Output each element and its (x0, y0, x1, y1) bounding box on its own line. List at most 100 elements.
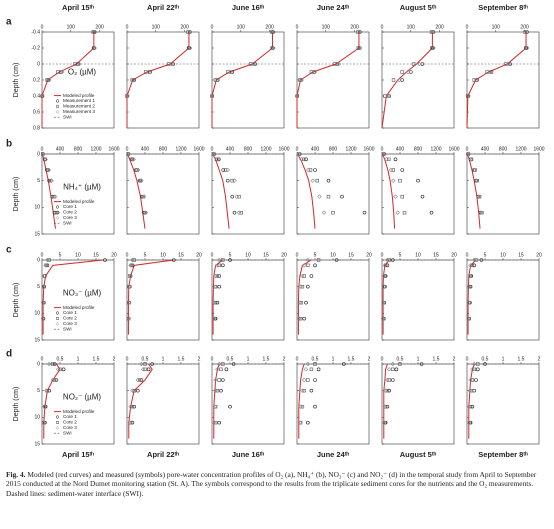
measurement-point (385, 404, 390, 409)
measurement-point (150, 362, 154, 366)
measurement-point (468, 377, 473, 383)
x-tick-label: 15 (433, 252, 439, 258)
measurement-point (508, 62, 513, 66)
x-tick-label: 2 (113, 356, 116, 362)
legend-symbol (56, 420, 59, 424)
x-tick-label: 100 (322, 24, 331, 30)
measurement-point (294, 93, 300, 99)
measurement-point (391, 367, 395, 372)
measurement-point (298, 316, 303, 321)
legend-label: Core 1 (63, 204, 77, 209)
legend-label: Core 1 (63, 310, 77, 315)
measurement-point (313, 378, 317, 382)
column-title: June 24ᵗʰ (317, 450, 350, 459)
measurement-point (46, 361, 52, 367)
measurement-point (137, 378, 142, 382)
row-letter: c (6, 245, 12, 256)
measurement-point (362, 210, 367, 215)
measurement-point (172, 258, 176, 262)
x-tick-label: 5 (399, 252, 402, 258)
x-tick-label: 400 (226, 146, 235, 152)
measurement-point (61, 367, 66, 372)
x-tick-label: 200 (95, 24, 104, 30)
panel-frame (381, 259, 455, 341)
x-tick-label: 1.5 (518, 356, 525, 362)
measurement-point (470, 367, 475, 372)
measurement-point (524, 45, 530, 51)
legend-symbol (55, 311, 60, 315)
measurement-point (45, 78, 49, 82)
measurement-point (132, 388, 136, 393)
measurement-point (211, 151, 217, 157)
measurement-point (46, 167, 51, 173)
measurement-point (466, 316, 471, 321)
legend-symbol (56, 104, 59, 108)
measurement-point (331, 210, 335, 215)
measurement-point (304, 157, 308, 162)
measurement-point (253, 62, 257, 66)
measurement-point (383, 388, 388, 393)
x-tick-label: 1600 (278, 146, 289, 152)
x-tick-label: 0 (211, 356, 214, 362)
x-tick-label: 2 (198, 356, 201, 362)
measurement-point (146, 367, 151, 372)
legend-symbol (56, 210, 59, 214)
measurement-point (135, 377, 141, 383)
measurement-point (306, 167, 311, 173)
x-tick-label: 5 (229, 252, 232, 258)
measurement-point (128, 263, 133, 268)
measurement-point (216, 361, 222, 367)
measurement-point (130, 157, 135, 162)
measurement-point (313, 263, 317, 268)
measurement-point (356, 46, 361, 50)
x-tick-label: 5 (314, 252, 317, 258)
measurement-point (386, 367, 392, 372)
measurement-point (395, 210, 400, 215)
measurement-point (474, 258, 478, 262)
measurement-point (483, 362, 487, 366)
figure: April 15ᵗʰ April 15ᵗʰ April 22ᵗʰ April 22ᵗʰ… (6, 3, 545, 459)
measurement-point (132, 258, 136, 262)
caption-text: Modeled (red curves) and measured (symbo… (6, 470, 537, 498)
measurement-point (217, 284, 221, 289)
measurement-point (326, 178, 331, 183)
x-tick-label: 20 (111, 252, 117, 258)
measurement-point (302, 157, 306, 162)
measurement-point (143, 367, 147, 372)
column-title: August 5ᵗʰ (400, 450, 437, 459)
measurement-point (92, 45, 97, 51)
measurement-point (45, 388, 50, 393)
model-line (211, 32, 273, 128)
y-axis-label: Depth (cm) (13, 283, 20, 318)
x-tick-label: 0 (126, 252, 129, 258)
measurement-point (139, 178, 144, 183)
x-tick-label: 0 (296, 356, 299, 362)
x-tick-label: 0 (211, 24, 214, 30)
measurement-point (213, 377, 218, 383)
measurement-point (304, 300, 308, 305)
column-title: June 16ᵗʰ (232, 450, 265, 459)
column-title: April 15ᵗʰ (62, 450, 94, 459)
measurement-point (40, 93, 45, 99)
measurement-point (228, 404, 232, 409)
measurement-point (381, 284, 387, 289)
model-line (212, 153, 230, 229)
y-axis-label: Depth (cm) (13, 63, 20, 98)
measurement-point (217, 378, 221, 382)
model-line (297, 153, 316, 229)
measurement-point (40, 151, 46, 157)
measurement-point (230, 70, 234, 74)
measurement-point (213, 388, 218, 393)
measurement-point (217, 274, 221, 278)
measurement-point (431, 45, 436, 51)
x-tick-label: 5 (484, 252, 487, 258)
x-tick-label: 1200 (345, 146, 356, 152)
x-tick-label: 400 (141, 146, 150, 152)
measurement-point (271, 45, 276, 51)
x-tick-label: 10 (330, 252, 336, 258)
measurement-point (402, 210, 407, 215)
x-tick-label: 20 (536, 252, 542, 258)
measurement-point (139, 361, 144, 367)
measurement-point (400, 70, 404, 74)
measurement-point (387, 258, 391, 262)
